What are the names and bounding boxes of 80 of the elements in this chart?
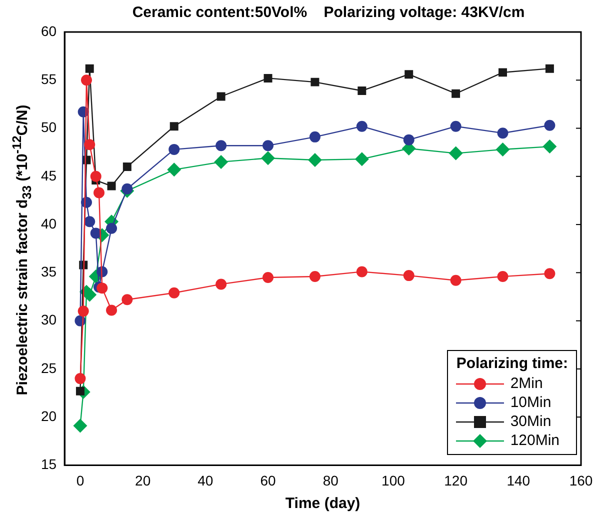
point (122, 294, 133, 306)
point (308, 153, 322, 168)
x-tick-label: 140 (506, 472, 530, 488)
point (448, 146, 463, 160)
point (107, 182, 116, 190)
y-tick-label: 20 (40, 408, 57, 424)
point (450, 274, 462, 286)
point (90, 170, 102, 182)
y-tick-label: 50 (40, 119, 57, 136)
point (497, 128, 508, 139)
y-tick-label: 55 (40, 70, 57, 87)
point (76, 386, 84, 396)
point (356, 120, 368, 132)
point (498, 68, 507, 77)
point (216, 278, 227, 290)
legend-title: Polarizing time: (456, 355, 568, 372)
point (168, 144, 180, 155)
x-tick-label: 120 (444, 472, 468, 488)
point (403, 134, 414, 146)
point (309, 271, 320, 282)
point (106, 222, 118, 234)
point (497, 271, 508, 282)
point (264, 74, 272, 82)
point (404, 70, 414, 79)
point (122, 183, 133, 194)
point (106, 304, 118, 316)
y-tick-label: 35 (40, 264, 57, 280)
point (356, 266, 368, 278)
point (262, 272, 274, 283)
x-tick-label: 20 (135, 472, 151, 488)
y-tick-label: 30 (40, 312, 57, 328)
x-tick-label: 60 (260, 472, 276, 488)
x-tick-label: 80 (322, 472, 339, 488)
point (74, 373, 86, 384)
point (80, 74, 92, 86)
x-tick-label: 100 (382, 472, 406, 488)
point (168, 287, 180, 298)
point (403, 270, 414, 282)
point (122, 162, 132, 172)
point (309, 131, 320, 142)
x-tick-label: 40 (198, 472, 214, 488)
point (450, 120, 462, 132)
y-tick-label: 45 (40, 167, 57, 184)
x-axis-title: Time (day) (285, 495, 360, 512)
point (90, 228, 102, 239)
point (262, 140, 274, 152)
point (545, 64, 554, 73)
legend-label: 30Min (510, 413, 552, 430)
point (354, 152, 369, 166)
legend-label: 10Min (510, 394, 552, 411)
point (85, 64, 94, 73)
point (452, 89, 460, 98)
x-tick-label: 160 (569, 472, 593, 488)
point (496, 142, 510, 156)
point (78, 306, 89, 317)
legend-label: 120Min (510, 432, 560, 449)
point (216, 140, 227, 152)
point (84, 216, 96, 228)
point (544, 268, 556, 280)
legend-label: 2Min (510, 375, 543, 392)
point (82, 288, 97, 302)
point (84, 139, 96, 150)
point (216, 92, 226, 101)
point (73, 418, 88, 433)
y-tick-label: 25 (40, 360, 57, 376)
point (544, 120, 556, 131)
point (96, 282, 108, 294)
x-tick-label: 0 (76, 472, 84, 488)
point (542, 140, 557, 154)
y-tick-label: 60 (40, 22, 57, 39)
chart-title: Ceramic content:50Vol% Polarizing voltage: 43KV/cm (131, 4, 526, 21)
point (358, 86, 366, 95)
point (214, 154, 228, 169)
y-tick-label: 40 (40, 215, 57, 232)
point (170, 122, 178, 131)
point (94, 187, 104, 198)
point (261, 151, 276, 166)
y-tick-label: 15 (40, 456, 57, 472)
point (167, 162, 182, 177)
point (310, 78, 320, 86)
